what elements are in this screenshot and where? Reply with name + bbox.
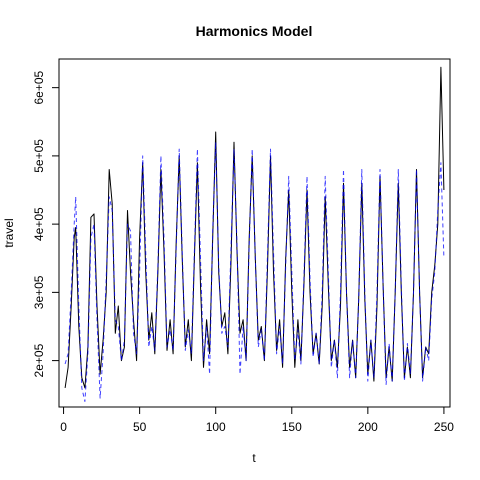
y-tick-label: 2e+05 [32, 343, 46, 377]
y-axis-label: travel [2, 218, 16, 247]
series-layer [64, 66, 445, 402]
x-tick-label: 50 [133, 420, 147, 434]
x-axis-label: t [252, 451, 256, 465]
x-tick-label: 0 [60, 420, 67, 434]
chart-title: Harmonics Model [196, 23, 313, 39]
y-tick-label: 4e+05 [32, 207, 46, 241]
y-tick-label: 5e+05 [32, 139, 46, 173]
y-tick-label: 6e+05 [32, 70, 46, 104]
y-axis: 2e+05 3e+05 4e+05 5e+05 6e+05 [32, 70, 60, 377]
y-tick-label: 3e+05 [32, 275, 46, 309]
x-tick-label: 250 [434, 420, 454, 434]
x-tick-label: 100 [206, 420, 226, 434]
x-tick-label: 150 [282, 420, 302, 434]
x-tick-label: 200 [358, 420, 378, 434]
series-fitted-line [64, 141, 445, 402]
x-axis: 0 50 100 150 200 250 [60, 406, 454, 434]
